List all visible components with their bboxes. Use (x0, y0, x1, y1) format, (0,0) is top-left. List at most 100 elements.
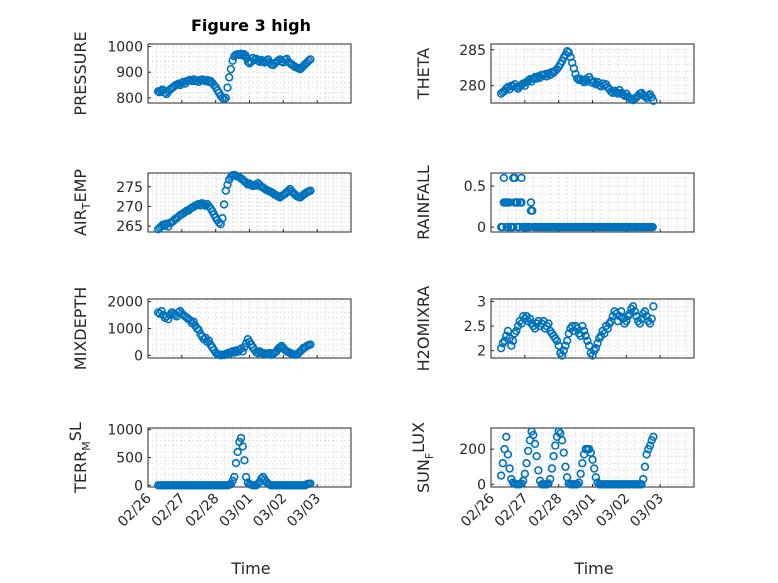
rainfall-ytick-label: 0.5 (464, 179, 486, 195)
rainfall-point (517, 173, 526, 183)
terr_msl-ytick-label: 1000 (107, 423, 143, 439)
pressure-point (306, 55, 315, 64)
terr_msl-xtick-label: 03/01 (216, 491, 256, 531)
sun_flux-point (532, 451, 541, 461)
rainfall-point (510, 198, 519, 207)
x-axis-label-right: Time (573, 559, 613, 578)
terr_msl-ylabel: TERRMSL (66, 422, 93, 494)
sun_flux-point (524, 446, 533, 456)
air_temp-ytick-label: 265 (116, 219, 143, 235)
h2omixra-point (617, 307, 626, 316)
pressure-point (304, 56, 313, 65)
air_temp-point (218, 214, 227, 223)
h2omixra-point (635, 319, 645, 328)
h2omixra-point (512, 326, 521, 336)
sun_flux-point (530, 439, 540, 449)
sun_flux-point (591, 473, 601, 482)
terr_msl-xtick-label: 02/26 (115, 490, 155, 530)
sun_flux-point (503, 450, 513, 459)
rainfall-ylabel: RAINFALL (414, 165, 433, 240)
h2omixra-point (579, 326, 589, 336)
h2omixra-point (508, 336, 518, 345)
sun_flux-point (642, 450, 651, 459)
figure-title: Figure 3 high (191, 16, 311, 35)
mixdepth-subplot: 0 1000 2000 MIXDEPTH (71, 287, 352, 370)
mixdepth-ylabel: MIXDEPTH (71, 287, 90, 370)
h2omixra-point (559, 346, 568, 355)
h2omixra-point (552, 336, 562, 345)
pressure-point (223, 83, 232, 92)
sun_flux-point (534, 466, 543, 475)
sun_flux-ylabel: SUNFLUX (409, 422, 436, 493)
sun_flux-point (544, 479, 553, 488)
sun_flux-point (496, 471, 506, 480)
h2omixra-point (647, 314, 656, 323)
air_temp-point (306, 186, 315, 195)
pressure-point (226, 64, 236, 74)
sun_flux-point (649, 432, 658, 442)
terr_msl-point (228, 476, 237, 486)
rainfall-point (498, 222, 507, 232)
rainfall-point (499, 198, 509, 207)
h2omixra-point (557, 351, 567, 360)
sun_flux-point (640, 462, 650, 471)
terr_msl-point (306, 479, 315, 488)
sun_flux-point (546, 474, 555, 484)
rainfall-point (499, 173, 509, 183)
pressure-point (221, 93, 231, 103)
pressure-point (218, 93, 227, 103)
h2omixra-point (628, 302, 638, 311)
pressure-point (225, 73, 234, 82)
h2omixra-point (622, 316, 631, 326)
rainfall-ytick-label: 0 (477, 220, 486, 236)
sun_flux-point (559, 448, 568, 457)
sun_flux-xtick-label: 03/02 (593, 491, 633, 531)
h2omixra-point (507, 341, 516, 350)
h2omixra-point (649, 302, 658, 311)
pressure-point (219, 94, 229, 104)
sun_flux-point (522, 459, 531, 468)
terr_msl-xtick-label: 02/27 (149, 491, 189, 531)
rainfall-subplot: 0 0.5 RAINFALL (414, 165, 695, 240)
h2omixra-point (544, 319, 553, 328)
h2omixra-point (525, 314, 535, 323)
theta-point (618, 90, 628, 99)
air_temp-ytick-label: 275 (116, 180, 143, 196)
sun_flux-point (549, 451, 558, 461)
sun_flux-point (576, 469, 585, 478)
h2omixra-ylabel: H2OMIXRA (414, 286, 433, 372)
sun_flux-point (557, 436, 567, 445)
h2omixra-ytick-label: 2 (477, 344, 486, 360)
sun_flux-point (589, 464, 599, 473)
terr_msl-ytick-label: 500 (116, 451, 143, 467)
sun_flux-point (498, 459, 508, 468)
mixdepth-point (204, 336, 214, 345)
theta-point (524, 76, 533, 85)
terr_msl-point (230, 472, 239, 482)
mixdepth-ytick-label: 2000 (107, 295, 143, 311)
terr_msl-ytick-label: 0 (134, 478, 143, 494)
terr_msl-xtick-label: 03/02 (250, 491, 290, 531)
sun_flux-point (573, 480, 582, 489)
sun_flux-xtick-label: 02/27 (492, 491, 532, 531)
terr_msl-xtick-label: 02/28 (183, 491, 223, 531)
air_temp-subplot: 265 270 275 AIRTEMP (71, 169, 352, 236)
rainfall-point (513, 198, 522, 207)
mixdepth-point (164, 314, 173, 324)
rainfall-point (526, 198, 536, 207)
sun_flux-point (554, 427, 563, 436)
theta-point (512, 82, 521, 92)
pressure-ytick-label: 1000 (107, 40, 143, 56)
pressure-subplot: 800 900 1000 PRESSURE (71, 31, 352, 116)
sun_flux-xtick-label: 03/01 (559, 491, 599, 531)
mixdepth-point (189, 317, 198, 326)
mixdepth-point (240, 343, 249, 352)
pressure-point (228, 56, 237, 65)
pressure-ytick-label: 800 (116, 91, 143, 107)
theta-ytick-label: 280 (459, 79, 486, 95)
sun_flux-point (639, 474, 648, 484)
terr_msl-xtick-label: 03/03 (284, 491, 324, 531)
